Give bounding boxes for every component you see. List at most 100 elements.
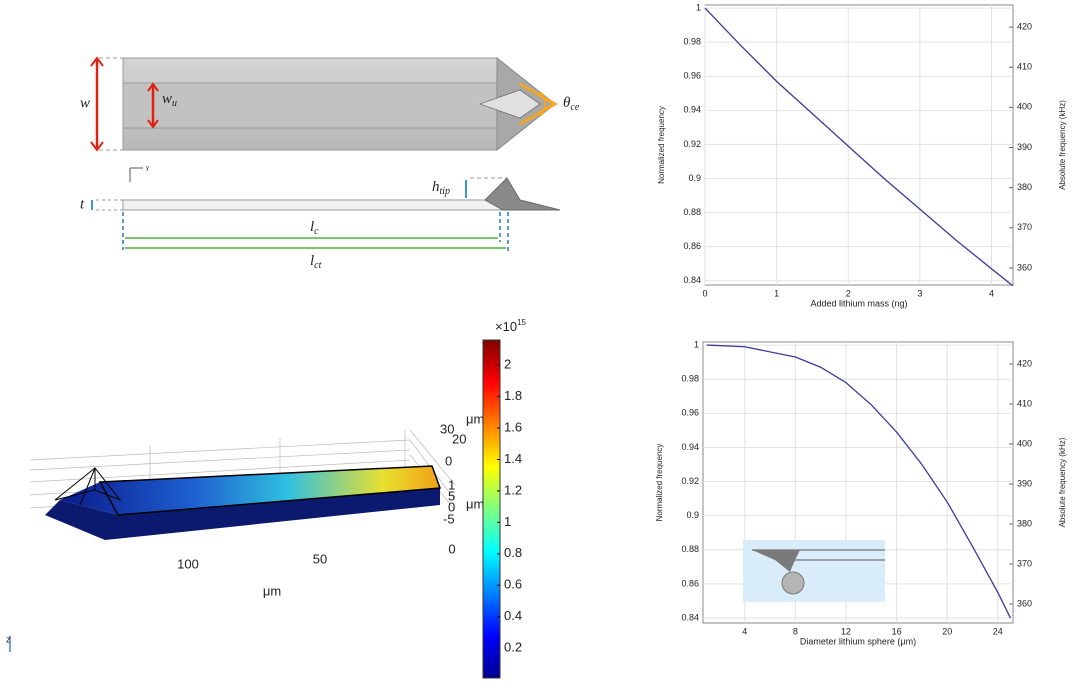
surface-side xyxy=(45,488,440,540)
x-tick-label: 3 xyxy=(917,288,922,298)
inset xyxy=(743,540,885,602)
y-tick-label: 0.92 xyxy=(681,476,699,486)
y2-tick-label: 420 xyxy=(1017,21,1032,31)
surface-side-tick: 0 xyxy=(448,499,455,514)
y-tick-label: 0.94 xyxy=(681,442,699,452)
surface-x-tick: 100 xyxy=(177,556,199,571)
y2-tick-label: 420 xyxy=(1017,358,1032,368)
y-tick-label: 0.86 xyxy=(681,578,699,588)
y-axis-label: Normalized frequency xyxy=(655,444,664,522)
angle-lines xyxy=(519,82,559,126)
colorbar-tick-label: 0.2 xyxy=(504,640,522,655)
angle-arc xyxy=(539,91,547,117)
triad-label: y xyxy=(146,166,149,172)
series-line xyxy=(706,344,1012,619)
w-heads xyxy=(90,56,104,152)
colorbar-exponent: ×1015 xyxy=(495,318,527,334)
tip-wire xyxy=(54,467,122,506)
side-view: t htip lc lct xyxy=(80,177,561,271)
y-tick-label: 1 xyxy=(694,339,699,349)
x-tick-label: 0 xyxy=(702,288,707,298)
y-tick-label: 0.92 xyxy=(683,139,701,149)
x-tick-label: 2 xyxy=(846,288,851,298)
wu-label: wu xyxy=(162,91,177,109)
surface-side-tick: 5 xyxy=(448,488,455,503)
exponent-base: ×10 xyxy=(495,319,517,334)
y2-tick-label: 360 xyxy=(1017,262,1032,272)
surface-side-tick: 1 xyxy=(448,477,455,492)
colorbar: 0.2 0.4 0.6 0.8 1 1.2 1.4 1.6 1.8 2 ×1015 xyxy=(482,318,527,679)
triad xyxy=(129,167,143,182)
lc-label: lc xyxy=(310,219,319,237)
y2-tick-label: 400 xyxy=(1017,102,1032,112)
surface-side-tick: 30 xyxy=(440,421,454,436)
line-chart: 0 1 2 3 4 0.84 0.86 0.88 0.9 0.92 0.94 0.96 0.98 1 360… xyxy=(657,2,1067,308)
colorbar-tick-label: 1.2 xyxy=(504,482,522,497)
y2-axis-label: Absolute frequency (kHz) xyxy=(1058,437,1067,527)
y2-tick-label: 410 xyxy=(1017,62,1032,72)
surface-side-tick: 0 xyxy=(445,453,452,468)
x-axis-label: Diameter lithium sphere (μm) xyxy=(800,636,916,646)
wu-heads xyxy=(147,82,159,129)
x-tick-label: 4 xyxy=(989,288,994,298)
t-dash xyxy=(96,199,123,211)
y-axis-label: Normalized frequency xyxy=(657,106,666,184)
y-tick-label: 0.9 xyxy=(688,173,701,183)
colorbar-tick-label: 0.8 xyxy=(504,545,522,560)
colorbar-tick-label: 1 xyxy=(504,514,511,529)
surface-plot xyxy=(9,429,456,652)
surface-side-tick: 20 xyxy=(452,431,466,446)
y2-tick-label: 360 xyxy=(1017,598,1032,608)
surface-side-tick: -5 xyxy=(443,511,455,526)
top-view: w wu θce y xyxy=(80,56,580,182)
colorbar-tick-label: 0.4 xyxy=(504,608,522,623)
x-tick-label: 1 xyxy=(774,288,779,298)
y2-tick-label: 370 xyxy=(1017,558,1032,568)
x-tick-label: 12 xyxy=(841,626,851,636)
y-tick-label: 0.94 xyxy=(683,105,701,115)
z-label: z xyxy=(6,634,11,644)
colorbar-tick-label: 2 xyxy=(504,357,511,372)
exponent-power: 15 xyxy=(517,318,526,327)
beam-center xyxy=(122,82,498,129)
y-tick-label: 0.86 xyxy=(683,241,701,251)
y-tick-label: 0.96 xyxy=(681,408,699,418)
x-axis-label: Added lithium mass (ng) xyxy=(810,298,907,308)
surface-side-label: μm xyxy=(466,411,484,426)
y-tick-label: 1 xyxy=(696,2,701,12)
plot-area xyxy=(704,4,1014,286)
colorbar-tick-label: 1.8 xyxy=(504,388,522,403)
surface-top xyxy=(60,466,440,515)
y-tick-label: 0.84 xyxy=(681,612,699,622)
inset-sphere xyxy=(781,571,805,595)
y2-tick-label: 390 xyxy=(1017,478,1032,488)
y-tick-label: 0.84 xyxy=(683,275,701,285)
x-tick-label: 16 xyxy=(892,626,902,636)
tip-side xyxy=(484,177,561,211)
y2-tick-label: 370 xyxy=(1017,222,1032,232)
surface-x-tick: 0 xyxy=(448,541,455,556)
colorbar-tick-label: 1.4 xyxy=(504,451,522,466)
colorbar-tick-label: 0.6 xyxy=(504,577,522,592)
w-label: w xyxy=(80,95,90,111)
y2-axis-label: Absolute frequency (kHz) xyxy=(1058,100,1067,190)
y-tick-label: 0.9 xyxy=(686,510,699,520)
w-dash xyxy=(99,57,123,151)
lct-label: lct xyxy=(310,253,322,271)
theta-label: θce xyxy=(563,95,580,113)
x-tick-label: 24 xyxy=(993,626,1003,636)
x-tick-label: 8 xyxy=(793,626,798,636)
series-line xyxy=(704,7,1014,287)
t-label: t xyxy=(80,196,85,212)
length-dash xyxy=(122,212,509,252)
surface-side-label: μm xyxy=(466,496,484,511)
surface-outline xyxy=(98,465,442,516)
colorbar-tick-label: 1.6 xyxy=(504,419,522,434)
inset-tip xyxy=(752,550,800,572)
y-tick-label: 0.98 xyxy=(681,374,699,384)
surface-x-tick: 50 xyxy=(313,551,327,566)
y2-tick-label: 390 xyxy=(1017,142,1032,152)
surface-x-label: μm xyxy=(263,583,281,598)
